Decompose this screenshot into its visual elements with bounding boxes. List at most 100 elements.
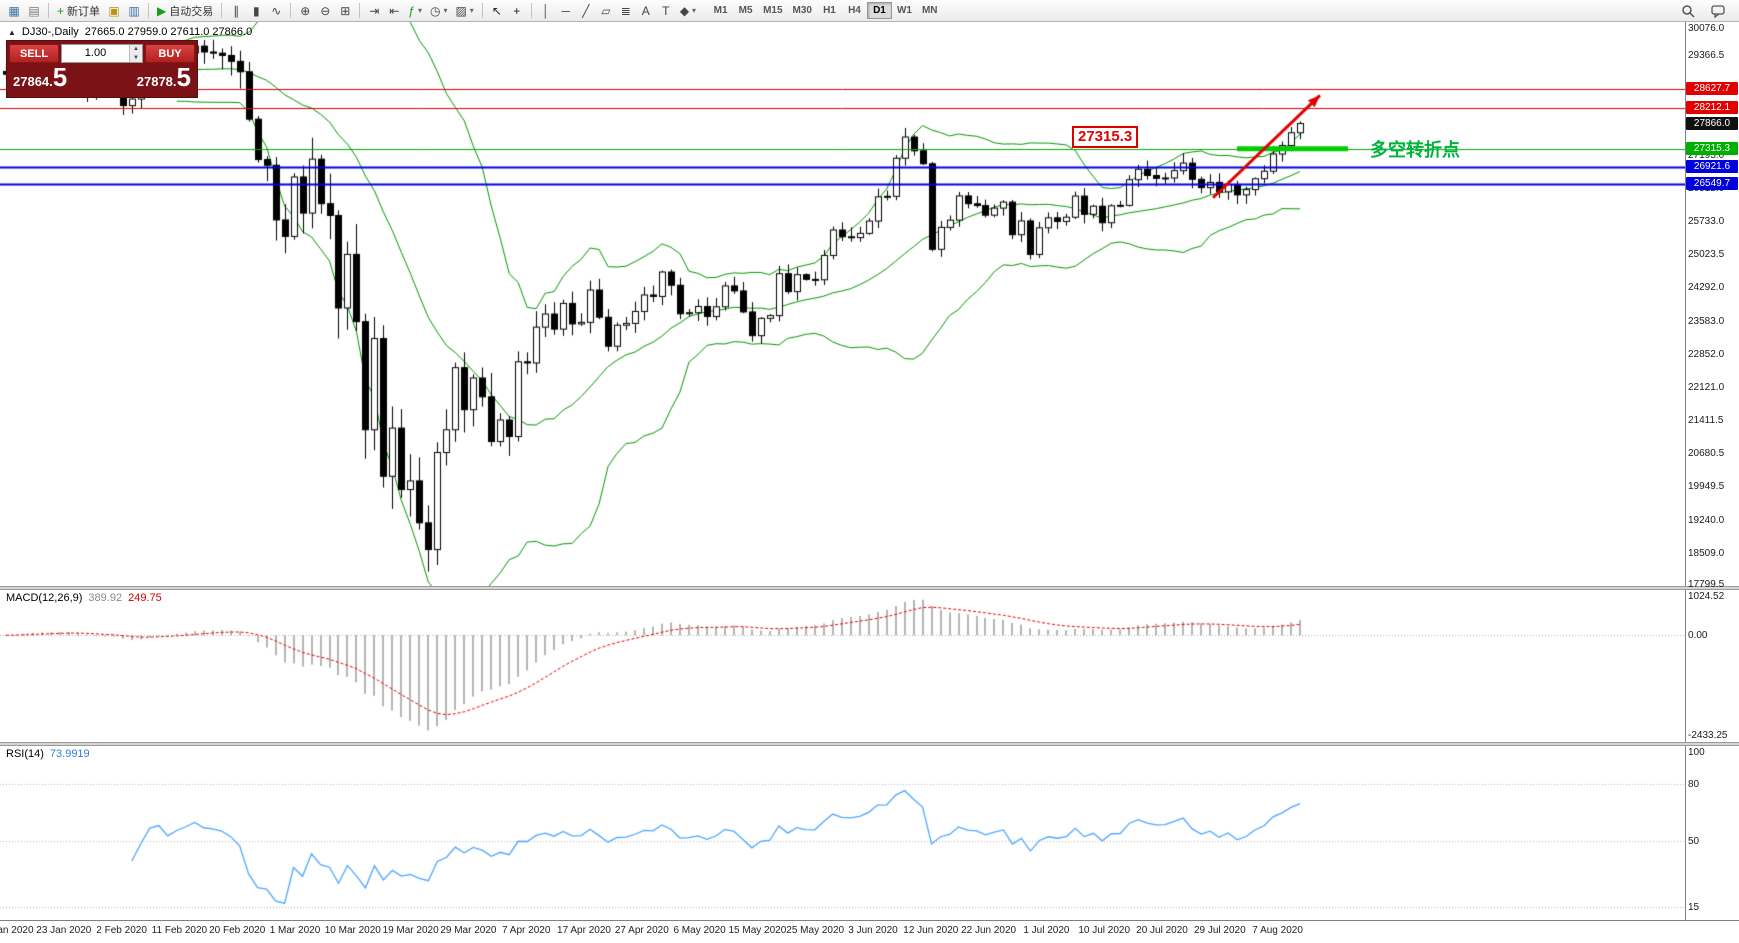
timeframe-w1-button[interactable]: W1 <box>896 5 912 16</box>
chart-profiles-button[interactable]: ▤ <box>24 2 44 20</box>
new-order-button[interactable]: + 新订单 <box>53 2 104 20</box>
text-label-button[interactable]: T <box>656 2 676 20</box>
autotrading-button[interactable]: ▶ 自动交易 <box>153 2 217 20</box>
date-label: 1 Jul 2020 <box>1023 925 1070 936</box>
timeframe-toolbar: M1 M5 M15 M30 H1 H4 D1 W1 MN <box>708 2 942 19</box>
search-icon[interactable] <box>1677 2 1699 20</box>
line-chart-mode-button[interactable]: ∿ <box>266 2 286 20</box>
volume-value[interactable]: 1.00 <box>84 47 107 59</box>
new-chart-button[interactable]: ▦ <box>4 2 24 20</box>
price-badge-28627.7: 28627.7 <box>1686 81 1738 95</box>
new-order-icon: + <box>57 3 65 18</box>
autotrading-label: 自动交易 <box>169 5 214 18</box>
bar-chart-mode-icon: ∥ <box>233 3 240 18</box>
macd-axis-tick: -2433.25 <box>1688 730 1728 742</box>
macd-indicator-canvas[interactable] <box>0 590 1685 742</box>
date-label: 27 Apr 2020 <box>614 925 669 936</box>
rsi-value: 73.9919 <box>49 748 90 760</box>
horizontal-line-button[interactable]: ─ <box>556 2 576 20</box>
periods-button[interactable]: ◷ ▾ <box>426 2 452 20</box>
arrows-button[interactable]: ◆ ▾ <box>676 2 700 20</box>
price-axis-tick: 30076.0 <box>1688 23 1725 34</box>
equidistant-channel-button[interactable]: ▱ <box>596 2 616 20</box>
timeframe-m15-button[interactable]: M15 <box>763 5 783 16</box>
price-level-annotation[interactable]: 27315.3 <box>1072 126 1139 148</box>
timeframe-m5-button[interactable]: M5 <box>738 5 753 16</box>
fibonacci-button[interactable]: ≣ <box>616 2 636 20</box>
timeframe-mn-button[interactable]: MN <box>921 5 938 16</box>
templates-button[interactable]: ▨ ▾ <box>451 2 477 20</box>
date-label: 11 Feb 2020 <box>151 925 208 936</box>
chat-icon[interactable] <box>1707 2 1729 20</box>
volume-decrease-button[interactable]: ▼ <box>130 53 142 62</box>
periods-dropdown-arrow[interactable]: ▾ <box>443 6 448 15</box>
bar-chart-mode-button[interactable]: ∥ <box>226 2 246 20</box>
crosshair-button[interactable]: + <box>507 2 527 20</box>
price-axis-tick: 20680.5 <box>1688 448 1725 460</box>
timeframe-h1-button[interactable]: H1 <box>823 5 836 16</box>
macd-pane-divider[interactable] <box>0 586 1739 590</box>
rsi-axis-tick: 15 <box>1688 901 1700 913</box>
trade-panel-controls: SELL 1.00 ▲ ▼ BUY <box>7 41 197 64</box>
vertical-line-button[interactable]: │ <box>536 2 556 20</box>
trade-panel-toggle-icon[interactable]: ▲ <box>8 27 16 37</box>
timeframe-h4-button[interactable]: H4 <box>848 5 861 16</box>
toolbar-separator <box>359 3 361 18</box>
timeframe-m30-button[interactable]: M30 <box>792 5 812 16</box>
rsi-axis-tick: 50 <box>1688 835 1700 847</box>
templates-dropdown-arrow[interactable]: ▾ <box>469 6 474 15</box>
date-label: 10 Jul 2020 <box>1078 925 1131 936</box>
cursor-button[interactable]: ↖ <box>487 2 507 20</box>
turning-point-annotation[interactable]: 多空转折点 <box>1370 140 1460 160</box>
market-watch-button[interactable]: ▥ <box>124 2 144 20</box>
equidistant-channel-icon: ▱ <box>601 3 611 18</box>
toolbar-separator <box>221 3 223 18</box>
auto-scroll-button[interactable]: ⇥ <box>364 2 384 20</box>
zoom-in-button[interactable]: ⊕ <box>295 2 315 20</box>
volume-spinner: ▲ ▼ <box>129 45 142 62</box>
tile-windows-button[interactable]: ⊞ <box>335 2 355 20</box>
toolbar-right-icons <box>1677 2 1735 20</box>
indicators-button[interactable]: ƒ ▾ <box>404 2 426 20</box>
date-label: 25 May 2020 <box>786 925 845 936</box>
price-chart-canvas[interactable] <box>0 22 1685 586</box>
cursor-icon: ↖ <box>491 3 502 18</box>
zoom-in-icon: ⊕ <box>300 3 311 18</box>
metaeditor-button[interactable]: ▣ <box>104 2 124 20</box>
volume-increase-button[interactable]: ▲ <box>130 45 142 54</box>
sell-button[interactable]: SELL <box>9 44 59 63</box>
main-toolbar: ▦ ▤ + 新订单 ▣ ▥ ▶ 自动交易 ∥ ▮ ∿ ⊕ ⊖ ⊞ ⇥ ⇤ ƒ ▾ ◷ ▾ ▨ ▾ ↖ + │ ─ ╱ ▱ ≣ A T ◆ ▾ M… <box>0 0 1739 22</box>
rsi-axis-tick: 80 <box>1688 778 1700 790</box>
new-order-label: 新订单 <box>67 5 101 18</box>
chart-shift-button[interactable]: ⇤ <box>384 2 404 20</box>
date-label: 10 Mar 2020 <box>324 925 381 936</box>
buy-button[interactable]: BUY <box>145 44 195 63</box>
one-click-trading-panel: SELL 1.00 ▲ ▼ BUY 27864.5 27878.5 <box>6 40 198 98</box>
vertical-line-icon: │ <box>542 3 550 18</box>
date-label: 29 Jul 2020 <box>1193 925 1246 936</box>
trendline-button[interactable]: ╱ <box>576 2 596 20</box>
chart-shift-icon: ⇤ <box>389 3 400 18</box>
zoom-out-icon: ⊖ <box>320 3 331 18</box>
rsi-indicator-canvas[interactable] <box>0 746 1685 920</box>
buy-price: 27878.5 <box>136 62 191 92</box>
volume-field[interactable]: 1.00 ▲ ▼ <box>61 44 143 63</box>
candlestick-mode-button[interactable]: ▮ <box>246 2 266 20</box>
date-label: 22 Jun 2020 <box>961 925 1017 936</box>
new-chart-icon: ▦ <box>8 3 20 18</box>
horizontal-line-icon: ─ <box>561 3 571 18</box>
timeframe-m1-button[interactable]: M1 <box>713 5 728 16</box>
rsi-label-row: RSI(14) 73.9919 <box>6 748 90 760</box>
timeframe-d1-button[interactable]: D1 <box>866 2 892 19</box>
toolbar-button-groups: ▦ ▤ + 新订单 ▣ ▥ ▶ 自动交易 ∥ ▮ ∿ ⊕ ⊖ ⊞ ⇥ ⇤ ƒ ▾ ◷ ▾ ▨ ▾ ↖ + │ ─ ╱ ▱ ≣ A T ◆ ▾ <box>4 2 700 20</box>
text-icon: A <box>641 3 650 18</box>
indicators-dropdown-arrow[interactable]: ▾ <box>417 6 422 15</box>
text-button[interactable]: A <box>636 2 656 20</box>
arrows-dropdown-arrow[interactable]: ▾ <box>692 6 697 15</box>
date-label: 15 May 2020 <box>728 925 787 936</box>
rsi-pane-divider[interactable] <box>0 742 1739 746</box>
price-badge-27866.0: 27866.0 <box>1686 116 1738 130</box>
zoom-out-button[interactable]: ⊖ <box>315 2 335 20</box>
